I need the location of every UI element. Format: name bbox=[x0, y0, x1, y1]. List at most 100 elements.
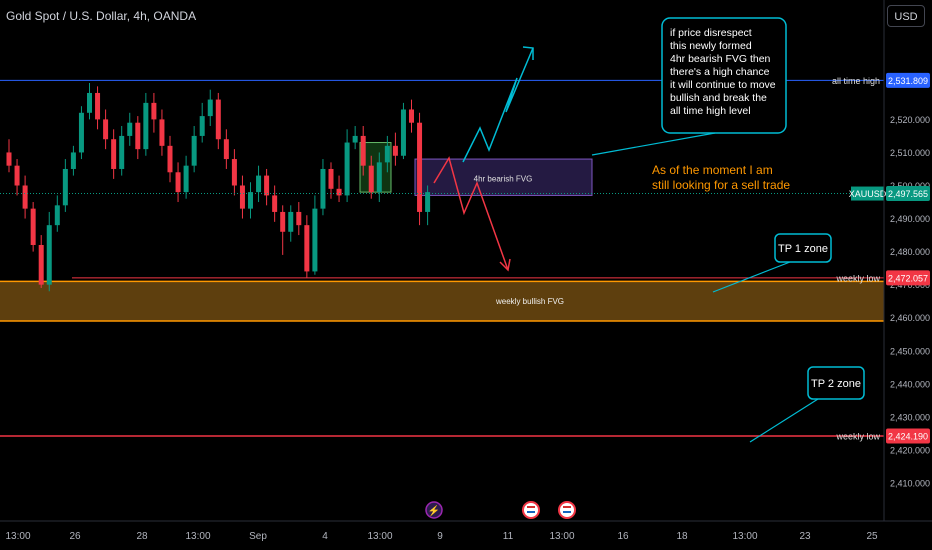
candle-body bbox=[87, 92, 92, 113]
candle-body bbox=[417, 122, 423, 212]
lightning-glyph: ⚡ bbox=[428, 504, 440, 517]
currency-button[interactable]: USD bbox=[887, 5, 925, 27]
price-tick: 2,500.000 bbox=[890, 181, 930, 191]
time-tick: 25 bbox=[866, 531, 878, 542]
candle-body bbox=[344, 142, 350, 196]
candle-body bbox=[256, 175, 262, 193]
symbol-tag-label: XAUUSD bbox=[849, 189, 887, 199]
candle-body bbox=[22, 185, 28, 209]
candle-body bbox=[320, 168, 326, 209]
candle-body bbox=[175, 172, 181, 193]
current-price-tag-text: 2,497.565 bbox=[888, 189, 928, 199]
candle-body bbox=[78, 112, 84, 153]
price-tick: 2,440.000 bbox=[890, 379, 930, 389]
time-tick: 4 bbox=[322, 531, 328, 542]
ath-value-tag bbox=[886, 72, 930, 88]
bull-note-line: bullish and break the bbox=[670, 92, 767, 104]
bull-note-line: this newly formed bbox=[670, 40, 752, 52]
candle-body bbox=[143, 102, 149, 150]
candle-body bbox=[239, 185, 245, 209]
candle-body bbox=[191, 135, 197, 166]
candle-body bbox=[14, 165, 20, 186]
tp1-pointer bbox=[712, 261, 791, 293]
candle-body bbox=[127, 122, 133, 136]
candle-body bbox=[288, 211, 294, 232]
candles-layer bbox=[6, 83, 431, 292]
time-tick: 11 bbox=[503, 531, 514, 542]
candle-body bbox=[6, 152, 12, 166]
flag-stripe bbox=[527, 511, 535, 513]
candle-body bbox=[159, 119, 165, 146]
candle-body bbox=[425, 192, 431, 212]
bearish-projection bbox=[433, 156, 509, 271]
bull-note-box bbox=[661, 17, 787, 134]
bull-note-line: if price disrespect bbox=[670, 27, 752, 39]
bull-note-pointer bbox=[591, 132, 716, 156]
time-tick: 28 bbox=[136, 531, 148, 542]
time-tick: 23 bbox=[799, 531, 811, 542]
candle-body bbox=[62, 168, 68, 206]
candle-body bbox=[46, 225, 52, 285]
candle-body bbox=[400, 109, 406, 156]
candle-body bbox=[360, 135, 366, 166]
candle-body bbox=[280, 211, 286, 232]
price-tick: 2,410.000 bbox=[890, 478, 930, 488]
symbol-tag bbox=[851, 186, 884, 201]
candle-body bbox=[384, 145, 390, 163]
price-axis[interactable]: 2,410.000 2,420.000 2,430.000 2,440.000 2,45… bbox=[883, 0, 930, 521]
weekly-fvg-zone bbox=[0, 281, 884, 322]
sell-note-line: As of the moment I am bbox=[652, 163, 773, 177]
weekly-low-tag-2 bbox=[886, 428, 930, 444]
time-tick: 13:00 bbox=[5, 531, 30, 542]
us-flag-icon bbox=[522, 501, 540, 519]
tp1-label: TP 1 zone bbox=[778, 243, 828, 255]
tp2-pointer bbox=[749, 398, 819, 443]
flag-stripe bbox=[563, 511, 571, 513]
bull-note-line: 4hr bearish FVG then bbox=[670, 53, 771, 65]
candle-body bbox=[409, 109, 414, 123]
flag-stripe bbox=[527, 506, 535, 508]
price-tick: 2,430.000 bbox=[890, 412, 930, 422]
candle-body bbox=[296, 211, 302, 226]
symbol-title[interactable]: Gold Spot / U.S. Dollar, 4h, OANDA bbox=[6, 9, 197, 23]
price-tick: 2,450.000 bbox=[890, 346, 930, 356]
events-layer[interactable]: ⚡ bbox=[425, 501, 576, 519]
flag-stripe bbox=[563, 506, 571, 508]
candle-body bbox=[199, 116, 205, 136]
ath-label: all time high bbox=[832, 76, 880, 86]
bull-note-line: there's a high chance bbox=[670, 66, 770, 78]
candle-body bbox=[248, 192, 253, 209]
tp2-box bbox=[807, 366, 865, 400]
candle-body bbox=[392, 145, 398, 156]
time-axis[interactable]: 13:00 26 28 13:00 Sep 4 13:00 9 11 13:00 16 18 13:00… bbox=[0, 520, 932, 542]
price-tick: 2,420.000 bbox=[890, 445, 930, 455]
price-tick: 2,510.000 bbox=[890, 148, 930, 158]
bull-note-line: it will continue to move bbox=[670, 79, 776, 91]
time-tick: 9 bbox=[437, 531, 443, 542]
candle-body bbox=[70, 152, 76, 169]
candle-body bbox=[119, 135, 125, 169]
bullish-projection bbox=[462, 47, 534, 163]
candle-body bbox=[167, 145, 173, 173]
current-price-tag bbox=[886, 186, 930, 202]
price-tick: 2,520.000 bbox=[890, 115, 930, 125]
candle-body bbox=[103, 119, 109, 140]
time-tick: 16 bbox=[617, 531, 629, 542]
time-tick: 13:00 bbox=[185, 531, 210, 542]
price-tick: 2,490.000 bbox=[890, 214, 930, 224]
time-tick: 13:00 bbox=[732, 531, 757, 542]
weekly-low-tag-1 bbox=[886, 270, 930, 286]
candle-body bbox=[54, 205, 60, 226]
candle-body bbox=[336, 188, 342, 196]
weekly-low-label-2: weekly low bbox=[835, 432, 880, 442]
weekly-fvg-label: weekly bullish FVG bbox=[495, 297, 564, 306]
candle-body bbox=[264, 175, 270, 196]
time-tick: 13:00 bbox=[549, 531, 574, 542]
candle-body bbox=[368, 165, 374, 193]
candle-body bbox=[30, 208, 36, 245]
price-tick: 2,460.000 bbox=[890, 313, 930, 323]
sell-note-line: still looking for a sell trade bbox=[652, 178, 790, 192]
bearish-arrowhead bbox=[499, 258, 511, 272]
